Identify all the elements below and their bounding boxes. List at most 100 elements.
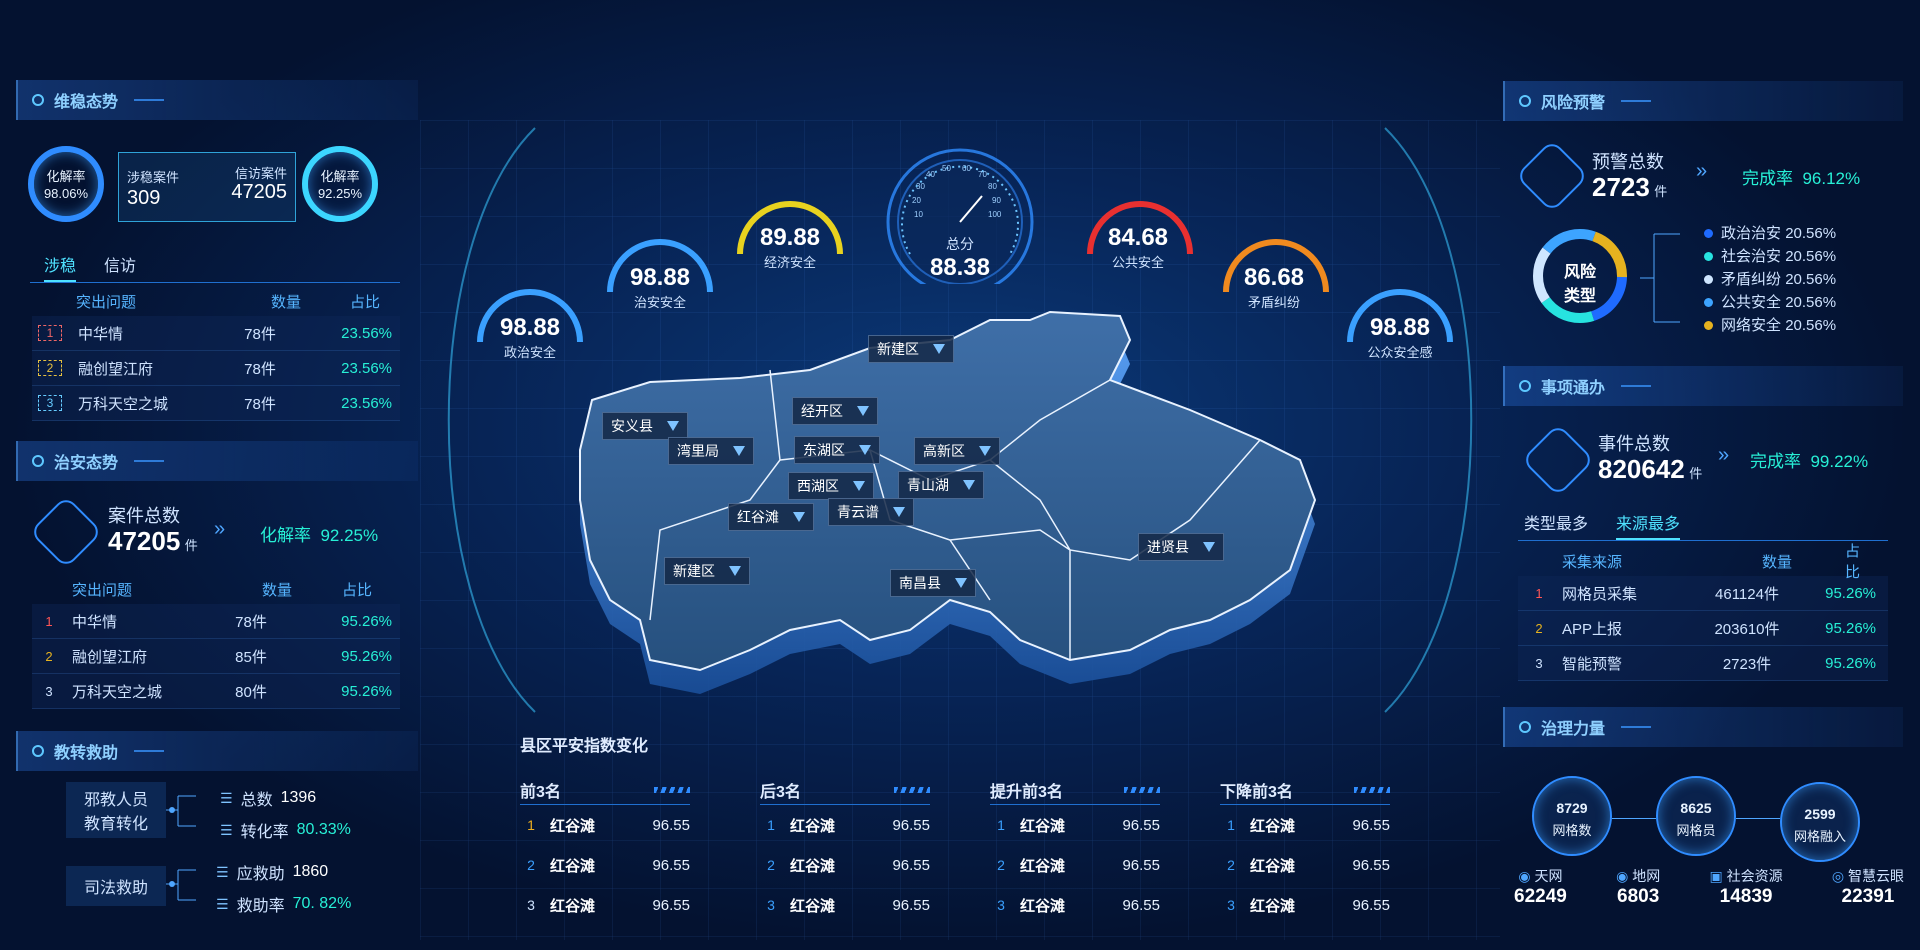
tab-divider (30, 282, 400, 283)
table-row[interactable]: 2 APP上报 203610件 95.26% (1518, 611, 1888, 646)
list-icon: ☰ (216, 895, 229, 912)
table-row[interactable]: 2 融创望江府 85件 95.26% (32, 639, 400, 674)
rank-row[interactable]: 2 红谷滩 96.55 (990, 845, 1160, 885)
event-total: 820642 件 (1598, 454, 1702, 485)
table-row[interactable]: 3 万科天空之城 78件 23.56% (32, 386, 400, 421)
rank-row[interactable]: 1 红谷滩 96.55 (760, 805, 930, 845)
issue-pct: 23.56% (341, 324, 392, 342)
ring-label: 化解率 (320, 169, 360, 184)
eye-icon: ◉ (1616, 868, 1629, 884)
rate-value: 80.33% (296, 821, 351, 838)
rate-label: 转化率 (240, 824, 289, 841)
bracket-connector (166, 795, 196, 827)
circle-label: 网格融入 (1793, 829, 1846, 844)
rank-row[interactable]: 3 红谷滩 96.55 (520, 885, 690, 925)
map-label-xihu[interactable]: 西湖区 (788, 472, 874, 500)
legend-item[interactable]: 政治治安 20.56% (1704, 222, 1836, 245)
map-label-anyi[interactable]: 安义县 (602, 412, 688, 440)
stripe-decoration (1124, 787, 1160, 793)
gauge-economy: 89.88 经济安全 (730, 224, 850, 271)
legend-item[interactable]: 矛盾纠纷 20.56% (1704, 268, 1836, 291)
map-label-qingyunpu[interactable]: 青云谱 (828, 498, 914, 526)
gauge-label: 公众安全感 (1367, 345, 1433, 360)
table-row[interactable]: 1 中华情 78件 23.56% (32, 316, 400, 351)
table-row[interactable]: 3 万科天空之城 80件 95.26% (32, 674, 400, 709)
tab-sheweng[interactable]: 涉稳 (44, 252, 77, 282)
map-label-xinjian-south[interactable]: 新建区 (664, 557, 750, 585)
rank-section-title: 县区平安指数变化 (520, 738, 649, 755)
rank-row[interactable]: 3 红谷滩 96.55 (1220, 885, 1390, 925)
event-rate: 完成率 99.22% (1750, 447, 1868, 472)
table-header: 突出问题 数量 占比 (32, 574, 400, 604)
map-label-xinjian-north[interactable]: 新建区 (868, 335, 954, 363)
rank-flag-icon: 1 (997, 817, 1005, 833)
rank-row[interactable]: 2 红谷滩 96.55 (1220, 845, 1390, 885)
rank-flag-icon: 1 (1227, 817, 1235, 833)
location-icon: ◎ (1831, 868, 1845, 884)
gauge-arc (607, 239, 713, 293)
gauge-public-safety: 84.68 公共安全 (1078, 224, 1198, 271)
map-label-donghu[interactable]: 东湖区 (794, 436, 880, 464)
map-label-wanli[interactable]: 湾里局 (668, 437, 754, 465)
ring-label: 化解率 (46, 169, 86, 184)
gauge-arc (1347, 289, 1453, 343)
list-icon: ☰ (220, 789, 233, 806)
rank-row[interactable]: 1 红谷滩 96.55 (1220, 805, 1390, 845)
double-chevron-icon: » (214, 518, 226, 540)
rank-row[interactable]: 1 红谷滩 96.55 (520, 805, 690, 845)
visit-resolve-ring: 化解率 92.25% (302, 146, 378, 222)
aid-rate-label: 救助率 (236, 898, 285, 915)
risk-total-unit: 件 (1654, 184, 1668, 199)
issue-name: 融创望江府 (72, 648, 148, 666)
map-label-qingshanhu[interactable]: 青山湖 (898, 471, 984, 499)
map-label-gaoxin[interactable]: 高新区 (914, 437, 1000, 465)
rank-row[interactable]: 1 红谷滩 96.55 (990, 805, 1160, 845)
map-label-jingkai[interactable]: 经开区 (792, 397, 878, 425)
visit-value: 47205 (231, 181, 287, 203)
rank-badge: 2 (45, 648, 53, 664)
header-ratio: 占比 (349, 293, 380, 311)
rate-label: 完成率 (1742, 169, 1793, 188)
tab-xinfang[interactable]: 信访 (104, 258, 137, 275)
table-row[interactable]: 3 智能预警 2723件 95.26% (1518, 646, 1888, 681)
tab-source-most[interactable]: 来源最多 (1616, 510, 1681, 540)
monitor-icon: ▣ (1709, 868, 1723, 884)
rank-col-title: 前3名 (520, 784, 561, 801)
aid-rate-value: 70. 82% (292, 895, 352, 912)
district-map[interactable] (570, 300, 1350, 740)
map-label-honggutan[interactable]: 红谷滩 (728, 503, 814, 531)
cult-total: ☰ 总数 1396 (220, 786, 316, 810)
rate-value: 99.22% (1810, 452, 1869, 471)
table-row[interactable]: 1 网格员采集 461124件 95.26% (1518, 576, 1888, 611)
rank-row[interactable]: 2 红谷滩 96.55 (760, 845, 930, 885)
rank-row[interactable]: 3 红谷滩 96.55 (990, 885, 1160, 925)
map-label-nanchang[interactable]: 南昌县 (890, 569, 976, 597)
legend-item[interactable]: 网络安全 20.56% (1704, 314, 1836, 337)
gauge-public-order: 98.88 治安安全 (600, 264, 720, 311)
tab-divider (1518, 540, 1888, 541)
table-row[interactable]: 1 中华情 78件 95.26% (32, 604, 400, 639)
total-score-label: 总分 (946, 236, 974, 252)
list-icon: ☰ (220, 821, 233, 838)
issue-count: 85件 (235, 648, 267, 666)
gauge-label: 经济安全 (763, 255, 816, 270)
header-source: 采集来源 (1562, 553, 1623, 571)
map-label-jinxian[interactable]: 进贤县 (1138, 533, 1224, 561)
tab-type-most[interactable]: 类型最多 (1524, 516, 1589, 533)
rank-row[interactable]: 2 红谷滩 96.55 (520, 845, 690, 885)
resolve-rate-ring: 化解率 98.06% (28, 146, 104, 222)
panel-title-zhili: 治理力量 (1503, 707, 1903, 747)
rank-row[interactable]: 3 红谷滩 96.55 (760, 885, 930, 925)
issue-count: 78件 (235, 613, 267, 631)
table-row[interactable]: 2 融创望江府 78件 23.56% (32, 351, 400, 386)
aid-value: 1860 (292, 863, 329, 880)
issue-count: 80件 (235, 683, 267, 701)
rank-col-drop3: 下降前3名 1 红谷滩 96.55 2 红谷滩 96.55 3 红谷滩 96.55 (1220, 776, 1390, 925)
legend-item[interactable]: 社会治安 20.56% (1704, 245, 1836, 268)
rate-label: 化解率 (260, 526, 311, 545)
issue-name: 万科天空之城 (72, 683, 163, 701)
panel-title-risk: 风险预警 (1503, 81, 1903, 121)
stat-social-resource: ▣ 社会资源 14839 (1709, 868, 1783, 907)
panel-title-jiaozhuan: 教转救助 (16, 731, 418, 771)
legend-item[interactable]: 公共安全 20.56% (1704, 291, 1836, 314)
